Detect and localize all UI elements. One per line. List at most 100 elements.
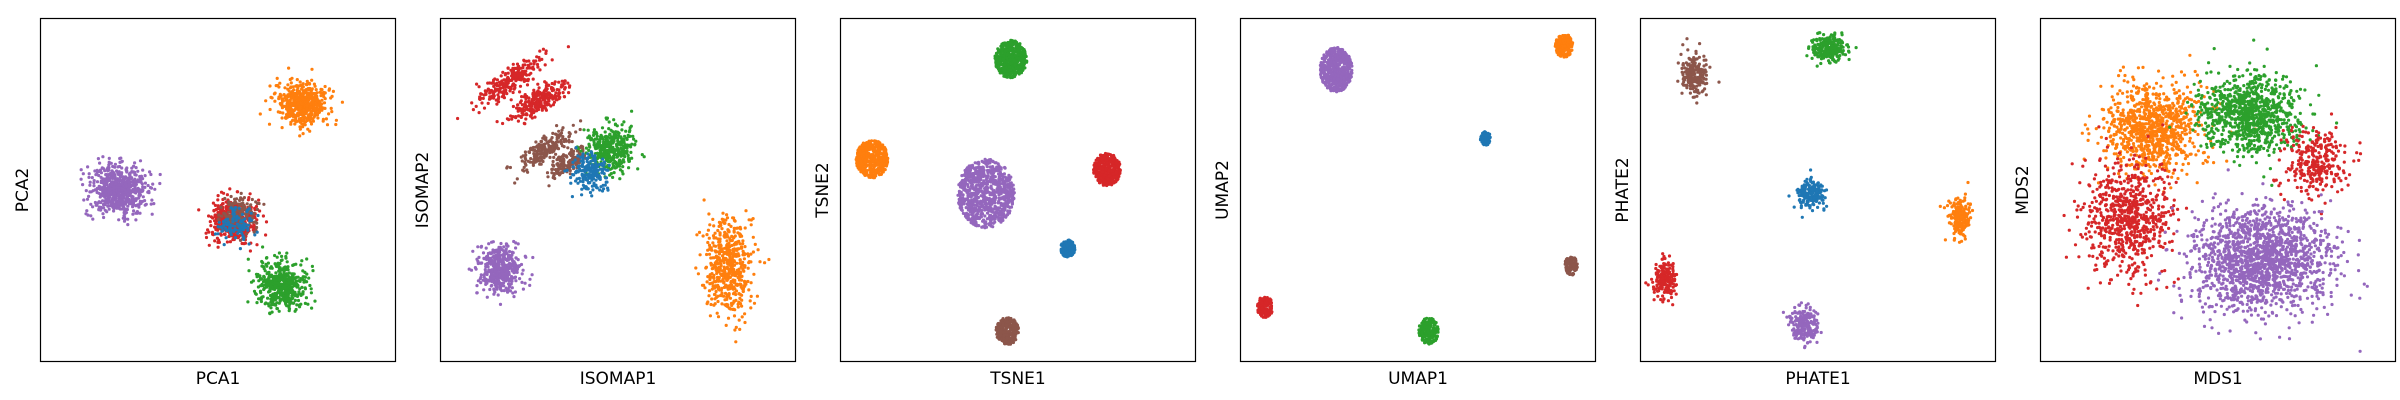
point	[255, 221, 259, 225]
point	[561, 136, 565, 140]
point	[233, 224, 237, 228]
point	[123, 181, 128, 185]
point	[102, 215, 106, 220]
point	[718, 260, 722, 264]
point	[99, 179, 103, 183]
point	[481, 278, 485, 282]
point	[315, 99, 319, 103]
point	[270, 310, 274, 314]
point	[714, 244, 718, 248]
point	[204, 231, 208, 235]
point	[340, 100, 344, 104]
point	[267, 289, 271, 293]
point	[749, 294, 753, 298]
point	[310, 306, 314, 310]
point	[284, 300, 288, 304]
point	[261, 214, 265, 218]
point	[539, 105, 543, 109]
point	[729, 265, 733, 269]
point	[152, 202, 156, 206]
point	[628, 157, 632, 161]
point	[282, 93, 286, 97]
point	[249, 211, 253, 215]
point	[90, 176, 94, 180]
point	[213, 219, 217, 223]
point	[526, 170, 530, 174]
point	[91, 217, 95, 221]
point	[589, 138, 593, 142]
point	[325, 123, 330, 127]
point	[496, 265, 500, 269]
point	[281, 291, 285, 295]
point	[737, 292, 741, 296]
point	[738, 242, 742, 246]
point	[91, 205, 95, 209]
point	[245, 214, 249, 218]
point	[221, 220, 226, 224]
point	[708, 277, 712, 282]
point	[725, 297, 729, 301]
point	[725, 258, 729, 262]
point	[499, 269, 504, 273]
point	[510, 279, 514, 283]
point	[117, 218, 121, 222]
point	[616, 139, 620, 143]
point	[723, 230, 727, 234]
point	[526, 100, 530, 104]
point	[531, 163, 536, 167]
point	[720, 217, 724, 221]
point	[707, 252, 712, 256]
point	[118, 175, 123, 179]
point	[234, 218, 238, 223]
point	[609, 140, 614, 144]
point	[598, 167, 603, 171]
point	[567, 140, 571, 144]
point	[285, 98, 289, 102]
point	[114, 182, 118, 186]
point	[246, 228, 250, 232]
point	[204, 235, 209, 240]
point	[767, 257, 771, 262]
point	[117, 183, 121, 187]
point	[729, 251, 734, 256]
point	[522, 59, 527, 63]
point	[294, 307, 298, 312]
point	[278, 266, 282, 270]
point	[250, 197, 254, 202]
point	[579, 155, 583, 159]
point	[316, 116, 320, 120]
point	[612, 135, 616, 140]
point	[304, 95, 308, 99]
point	[502, 96, 506, 100]
point	[123, 193, 127, 197]
point	[547, 102, 551, 107]
point	[117, 188, 121, 192]
point	[579, 149, 583, 153]
point	[111, 196, 115, 200]
point	[524, 153, 528, 157]
point	[520, 272, 524, 276]
point	[307, 276, 311, 280]
point	[320, 98, 324, 102]
point	[222, 243, 226, 247]
point	[301, 125, 305, 129]
point	[694, 266, 698, 270]
point	[307, 108, 311, 112]
point	[487, 257, 491, 261]
point	[552, 147, 556, 151]
point	[486, 265, 490, 269]
point	[219, 205, 223, 209]
point	[88, 190, 92, 194]
point	[515, 106, 519, 110]
point	[529, 146, 533, 150]
point	[525, 83, 530, 87]
point	[541, 159, 545, 164]
point	[725, 265, 729, 269]
point	[735, 270, 739, 274]
point	[470, 101, 474, 105]
point	[607, 163, 611, 167]
point	[481, 251, 486, 255]
cluster-red	[456, 45, 571, 121]
point	[543, 153, 547, 158]
point	[495, 84, 499, 88]
